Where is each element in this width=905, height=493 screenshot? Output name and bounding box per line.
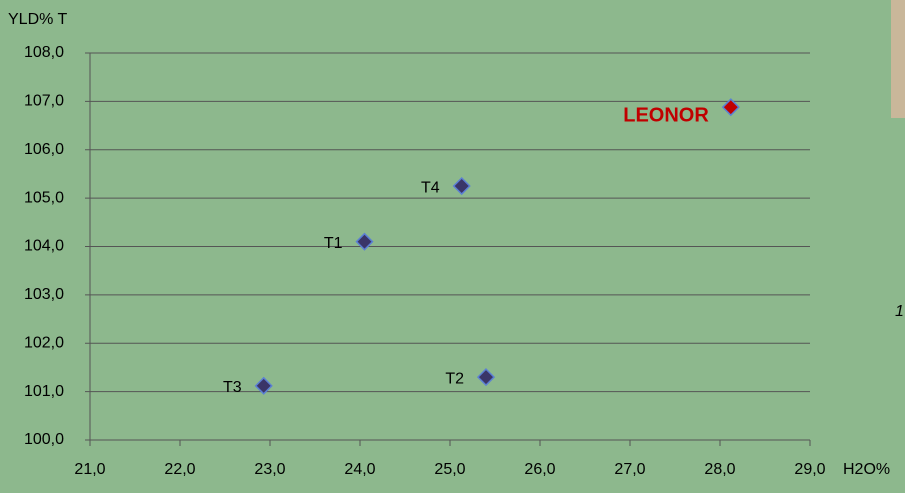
y-tick-label: 100,0 (24, 431, 64, 448)
y-tick-label: 106,0 (24, 141, 64, 158)
point (355, 232, 374, 251)
y-tick-label: 103,0 (24, 286, 64, 303)
x-tick-label: 26,0 (524, 461, 555, 478)
x-tick-label: 23,0 (254, 461, 285, 478)
x-tick-label: 28,0 (704, 461, 735, 478)
annotation: 1 (895, 303, 904, 320)
point (254, 376, 273, 395)
x-tick-label: 22,0 (164, 461, 195, 478)
x-tick-label: 29,0 (794, 461, 825, 478)
y-tick-label: 108,0 (24, 44, 64, 61)
cropped-image (891, 0, 905, 118)
x-tick-label: 25,0 (434, 461, 465, 478)
y-axis-label: YLD% T (8, 11, 68, 28)
point-label: LEONOR (623, 104, 709, 126)
y-tick-label: 102,0 (24, 334, 64, 351)
x-axis-label: H2O% (843, 461, 890, 478)
point-label: T2 (445, 370, 464, 387)
point-label: T1 (324, 235, 343, 252)
point-label: T3 (223, 379, 242, 396)
x-tick-label: 27,0 (614, 461, 645, 478)
y-tick-label: 107,0 (24, 93, 64, 110)
point (721, 98, 740, 117)
point-label: T4 (421, 179, 440, 196)
x-tick-label: 21,0 (74, 461, 105, 478)
x-tick-label: 24,0 (344, 461, 375, 478)
y-tick-label: 104,0 (24, 238, 64, 255)
y-tick-label: 101,0 (24, 383, 64, 400)
point (476, 368, 496, 387)
point (452, 176, 471, 196)
y-tick-label: 105,0 (24, 189, 64, 206)
